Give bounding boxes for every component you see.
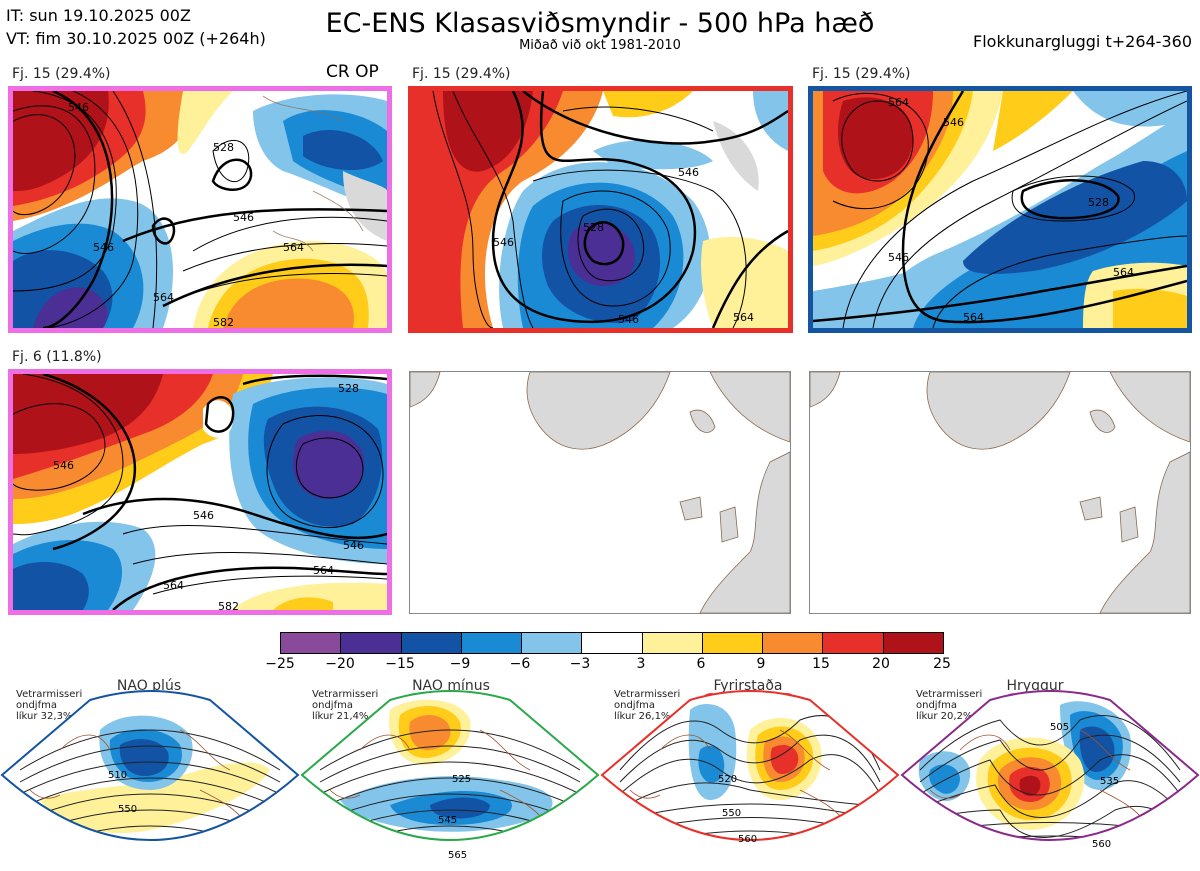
classification-window: Flokkunargluggi t+264-360 [973,32,1192,51]
panel-3-label: Fj. 15 (29.4%) [812,66,911,82]
regime-1-title: NAO plús [116,678,182,694]
panel-4-contour-label-6: 582 [218,600,239,610]
colorbar-tick-label: 3 [636,656,646,672]
regime-4-map: 505 535 560 [900,690,1200,850]
regime-3-contour-label: 520 [718,774,737,785]
panel-1-contour-label-4: 564 [283,241,304,254]
regime-2-title: NAO mínus [412,678,490,694]
colorbar-tick-label: −3 [569,656,591,672]
regime-2-map: 525 545 565 [300,690,600,861]
colorbar-tick-label: 9 [756,656,766,672]
colorbar-tick-label: −25 [265,656,295,672]
panel-3-contour-label-2: 546 [943,116,964,129]
panel-1-contour-label-1: 546 [68,101,89,114]
colorbar-tick-label: 20 [872,656,890,672]
panel-3-contour-label-1: 564 [888,96,909,109]
page-subtitle: Miðað við okt 1981-2010 [519,38,681,53]
regime-3-contour-label: 560 [738,834,757,845]
regime-3-title: Fyrirstaða [713,678,783,694]
cluster-map-1: 546 528 546 564 546 564 582 [8,86,392,333]
regime-4-note: Vetrarmisseri ondjfma líkur 20,2% [916,689,983,722]
regime-1-note: Vetrarmisseri ondjfma líkur 32,3% [16,689,83,722]
cluster-map-3: 564 546 528 546 564 564 [808,86,1192,333]
empty-map-5 [409,371,791,614]
panel-1-contour-label-7: 582 [213,316,234,328]
panel-1-contour-label-5: 546 [93,241,114,254]
colorbar-swatch [461,633,523,653]
colorbar-tick-label: −20 [325,656,355,672]
colorbar-swatch [341,633,402,653]
regime-1-map: 510 550 [0,690,300,841]
regime-4-contour-label: 560 [1092,839,1111,850]
colorbar-swatch [642,633,703,653]
regime-4-contour-label: 535 [1100,776,1119,787]
panel-4-contour-label-2: 546 [53,459,74,472]
regime-3-note: Vetrarmisseri ondjfma líkur 26,1% [614,689,681,722]
panel-4-contour-label-1: 528 [338,382,359,395]
regime-2-contour-label: 565 [448,850,467,861]
colorbar-tick-label: −15 [385,656,415,672]
panel-2-contour-label-2: 546 [678,166,699,179]
colorbar-tick-label: −9 [449,656,471,672]
colorbar-swatch [702,633,764,653]
panel-4-label: Fj. 6 (11.8%) [12,349,102,365]
valid-time: VT: fim 30.10.2025 00Z (+264h) [6,29,266,48]
regime-2-note: Vetrarmisseri ondjfma líkur 21,4% [312,689,379,722]
regime-1-contour-label: 510 [108,770,127,781]
colorbar-swatch [281,633,342,653]
initial-time: IT: sun 19.10.2025 00Z [6,6,191,25]
regime-2-contour-label: 545 [438,815,457,826]
regime-1-contour-label: 550 [118,804,137,815]
colorbar-swatch [763,633,824,653]
panel-3-contour-label-3: 528 [1088,196,1109,209]
empty-map-6 [809,371,1191,614]
panel-4-contour-label-3: 546 [193,509,214,522]
panel-4-contour-label-5: 546 [343,539,364,552]
colorbar-swatch [582,633,643,653]
panel-3-contour-label-4: 546 [888,251,909,264]
panel-1-contour-label-6: 564 [153,291,174,304]
panel-2-contour-label-1: 528 [583,221,604,234]
page-title: EC-ENS Klasasviðsmyndir - 500 hPa hæð [325,8,875,39]
panel-1-contour-label-3: 546 [233,211,254,224]
colorbar-tick-label: 25 [933,656,951,672]
panel-4-contour-label-7: 564 [313,564,334,577]
panel-3-contour-label-5: 564 [1113,266,1134,279]
colorbar-swatch [401,633,462,653]
regime-4-title: Hryggur [1006,678,1064,694]
panel-3-contour-label-6: 564 [963,311,984,324]
colorbar-tick-label: 15 [812,656,830,672]
colorbar [280,632,944,654]
regime-4-contour-label: 505 [1050,722,1069,733]
colorbar-swatch [823,633,884,653]
regime-2-contour-label: 525 [452,774,471,785]
regime-3-contour-label: 550 [722,808,741,819]
colorbar-swatch [883,633,943,653]
panel-2-label: Fj. 15 (29.4%) [412,66,511,82]
panel-1-contour-label-2: 528 [213,141,234,154]
panel-2-contour-label-4: 564 [733,311,754,324]
panel-2-contour-label-3: 546 [493,236,514,249]
regime-3-map: 520 550 560 [600,690,900,845]
panel-1-label: Fj. 15 (29.4%) [12,66,111,82]
cluster-map-4: 528 546 546 564 546 582 564 [8,369,392,615]
colorbar-tick-label: 6 [696,656,706,672]
panel-4-contour-label-4: 564 [163,579,184,592]
colorbar-tick-label: −6 [509,656,531,672]
panel-2-contour-label-5: 546 [618,313,639,326]
colorbar-swatch [522,633,583,653]
panel-1-op-label: CR OP [326,62,379,82]
cluster-map-2: 528 546 546 564 546 [408,86,793,333]
